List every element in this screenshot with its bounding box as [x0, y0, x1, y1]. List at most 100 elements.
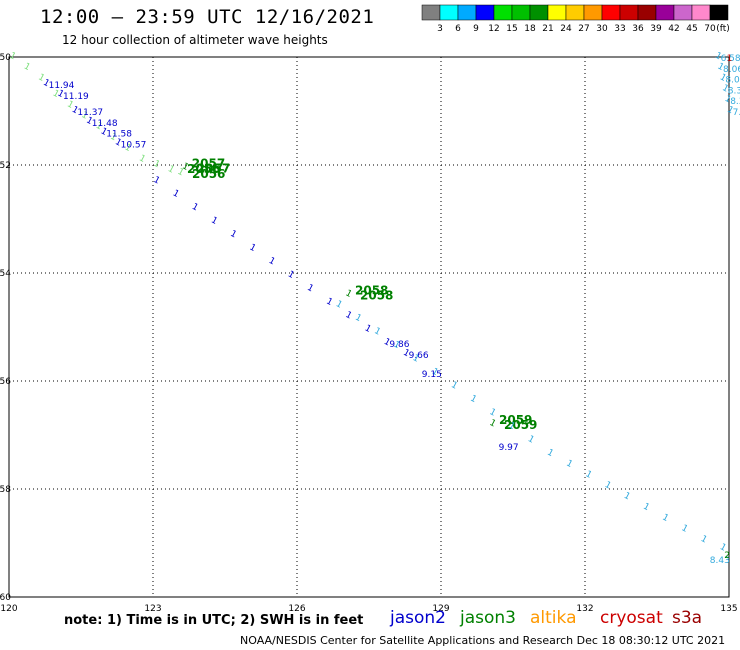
swh-value: 2: [724, 551, 730, 561]
track-point: 1: [603, 480, 618, 494]
mission-label-cryosat: cryosat: [600, 608, 663, 628]
track-point: 1: [123, 143, 138, 157]
colorbar: 3 6 9 12 15 18 21 24 27 30 33 36 39 42 45 70 (ft): [421, 4, 730, 34]
swh-value: 9.15: [422, 370, 442, 380]
track-point: 1: [209, 216, 224, 230]
colorbar-label: 42: [668, 24, 679, 34]
track-point: 1: [36, 72, 51, 86]
track-point: 1: [137, 153, 152, 167]
track-point: 1: [430, 367, 445, 381]
track-point: 1: [713, 51, 728, 65]
swh-value: 11.58: [106, 130, 132, 140]
track-point: 1: [716, 62, 731, 76]
lat-tick-label: -56: [0, 377, 11, 387]
mission-label-s3a: s3a: [672, 608, 703, 628]
track-point: 1: [449, 380, 464, 394]
swh-value: 9.97: [499, 443, 519, 453]
track-point: 1: [80, 110, 95, 124]
swh-value: 9.86: [389, 340, 409, 350]
track-point: 1: [190, 202, 205, 216]
track-point: 1: [286, 270, 301, 284]
track-point: 1: [56, 89, 71, 103]
track-point: 1: [680, 523, 695, 537]
track-point: 1: [248, 243, 263, 257]
pass-number: 2056: [192, 167, 225, 181]
track-point: 1: [267, 256, 282, 270]
pass-number: 2058: [355, 284, 388, 298]
colorbar-label: 21: [542, 24, 553, 34]
track-point: 1: [180, 162, 195, 176]
map-title: 12:00 – 23:59 UTC 12/16/2021: [40, 6, 375, 28]
swh-value: 8.06: [725, 76, 740, 86]
lat-tick-label: -58: [0, 485, 11, 495]
track-point: 1: [411, 353, 426, 367]
track-point: 1: [622, 491, 637, 505]
track-point: 1: [344, 310, 359, 324]
colorbar-label: 18: [524, 24, 536, 34]
track-point: 1: [228, 229, 243, 243]
colorbar-label: 36: [632, 24, 644, 34]
lat-tick-label: -54: [0, 269, 11, 279]
lon-tick-label: 120: [0, 604, 17, 614]
track-point: 1: [718, 72, 733, 86]
colorbar-label: 12: [488, 24, 499, 34]
track-point: 1: [94, 121, 109, 135]
track-point: 1: [113, 137, 128, 151]
mission-label-altika: altika: [530, 608, 577, 628]
swh-value: 9.66: [409, 351, 429, 361]
pass-number: 2059: [504, 418, 537, 432]
swh-value: 11.48: [92, 119, 118, 129]
lon-tick-label: 132: [576, 604, 593, 614]
lat-tick-label: -60: [0, 593, 11, 603]
pass-number: 2058: [360, 289, 393, 303]
lat-tick-label: -52: [0, 161, 11, 171]
track-point: 1: [392, 340, 407, 354]
swh-value: 1: [727, 54, 733, 64]
pass-number: 2057: [197, 162, 230, 176]
track-point: 1: [8, 51, 23, 65]
swh-value: 8.43: [710, 556, 730, 566]
track-point: 1: [584, 469, 599, 483]
colorbar-label: 70: [704, 24, 716, 34]
colorbar-label: 45: [686, 24, 697, 34]
lon-tick-label: 135: [720, 604, 737, 614]
track-point: 1: [699, 534, 714, 548]
track-point: 1: [152, 175, 167, 189]
map-frame: [8, 56, 730, 598]
lat-tick-label: -50: [0, 53, 11, 63]
footnote: note: 1) Time is in UTC; 2) SWH is in fe…: [64, 613, 364, 628]
track-point: 1: [41, 78, 56, 92]
track-point: 1: [720, 83, 735, 97]
colorbar-label: 30: [596, 24, 608, 34]
lon-tick-label: 126: [288, 604, 305, 614]
track-point: 1: [545, 448, 560, 462]
lon-tick-label: 129: [432, 604, 449, 614]
swh-value: 11.19: [63, 92, 89, 102]
track-point: 1: [334, 299, 349, 313]
track-point: 1: [324, 297, 339, 311]
credit-line: NOAA/NESDIS Center for Satellite Applica…: [240, 634, 726, 647]
colorbar-label: 15: [506, 24, 517, 34]
track-point: 1: [108, 132, 123, 146]
track-point: 1: [353, 313, 368, 327]
track-point: 1: [382, 337, 397, 351]
track-point: 1: [526, 434, 541, 448]
track-point: 1: [152, 159, 167, 173]
pass-number: 2056: [187, 162, 220, 176]
track-point: 1: [718, 542, 733, 556]
colorbar-label: 6: [455, 24, 461, 34]
track-point: 1: [564, 459, 579, 473]
track-point: 1: [51, 89, 66, 103]
track-point: 1: [65, 99, 80, 113]
track-point: 1: [507, 421, 522, 435]
track-point: 1: [363, 324, 378, 338]
track-point: 1: [372, 326, 387, 340]
swh-value: 10.57: [121, 140, 147, 150]
track-point: 1: [22, 62, 37, 76]
track-point: 1: [488, 407, 503, 421]
colorbar-label: 3: [437, 24, 443, 34]
track-point: 1: [468, 394, 483, 408]
colorbar-label: 27: [578, 24, 589, 34]
colorbar-label: 33: [614, 24, 625, 34]
